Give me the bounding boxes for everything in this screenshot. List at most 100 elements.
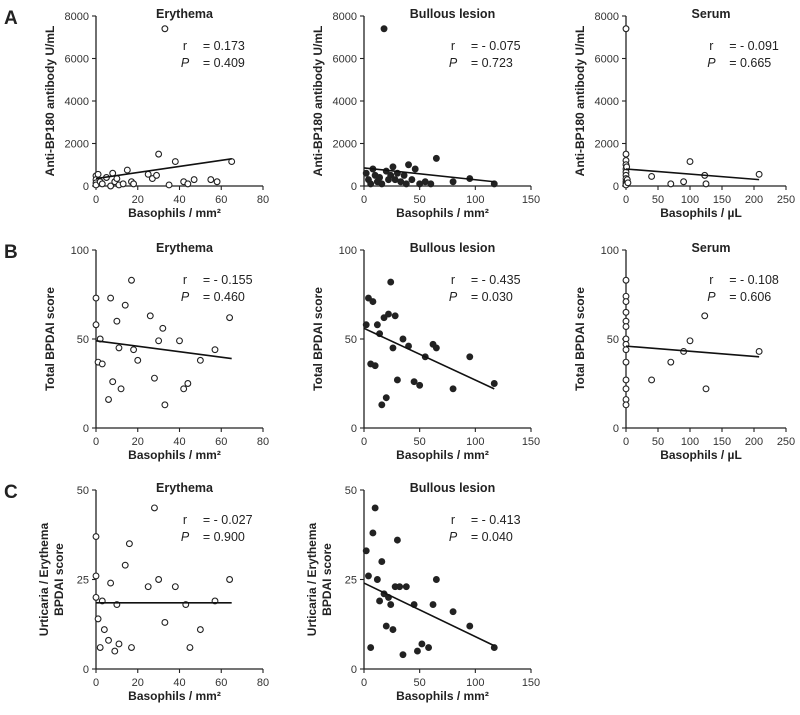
data-point: [117, 385, 125, 393]
regression-line: [95, 158, 232, 180]
x-tick-label: 0: [623, 436, 629, 448]
scatter-panel-6: 0 50 100 150 200 250 0 50 100 Serum Basophils / µL…: [573, 241, 795, 462]
panel-title: Erythema: [156, 241, 214, 255]
data-point: [111, 647, 119, 655]
data-point: [121, 301, 129, 309]
y-tick-label: 2000: [65, 139, 89, 151]
y-tick-label: 2000: [333, 139, 357, 151]
data-point: [98, 360, 106, 368]
data-point: [391, 312, 399, 320]
y-tick-label: 2000: [595, 139, 619, 151]
data-point: [92, 593, 100, 601]
data-point: [128, 644, 135, 651]
data-point: [622, 25, 630, 33]
data-point: [105, 396, 112, 403]
data-point: [387, 278, 395, 286]
data-point: [211, 346, 219, 354]
p-value: = 0.030: [471, 290, 513, 304]
data-point: [402, 583, 410, 591]
y-tick-label: 0: [613, 181, 619, 193]
data-point: [109, 378, 117, 386]
data-point: [702, 180, 710, 188]
data-point: [115, 344, 123, 352]
data-point: [373, 321, 381, 329]
data-point: [155, 150, 163, 158]
data-point: [98, 180, 106, 188]
data-point: [382, 622, 390, 630]
y-axis-label-line: Urticaria / Erythema: [305, 522, 319, 636]
r-value: = - 0.108: [729, 273, 779, 287]
y-tick-label: 25: [77, 575, 89, 587]
x-tick-label: 0: [361, 194, 367, 206]
data-point: [686, 158, 694, 166]
data-point: [373, 576, 381, 583]
data-point: [622, 298, 630, 306]
data-point: [371, 362, 379, 370]
data-point: [362, 547, 370, 555]
scatter-panel-5: 0 50 100 150 0 50 100 Bullous lesion Basophils /…: [311, 241, 540, 462]
data-point: [207, 176, 215, 184]
data-point: [228, 158, 236, 166]
p-label: P: [449, 530, 458, 544]
data-point: [121, 561, 129, 569]
y-axis-label-line: BPDAI score: [320, 543, 334, 616]
data-point: [171, 158, 179, 166]
data-point: [755, 348, 763, 355]
data-point: [151, 374, 158, 382]
x-tick-label: 0: [93, 194, 99, 206]
data-point: [184, 380, 192, 387]
y-axis-label: Anti-BP180 antibody U/mL: [311, 26, 325, 177]
x-tick-label: 60: [215, 194, 227, 206]
x-tick-label: 100: [466, 677, 484, 689]
p-label: P: [181, 56, 190, 70]
x-tick-label: 100: [466, 436, 484, 448]
x-tick-label: 150: [522, 194, 540, 206]
data-point: [399, 335, 407, 343]
y-axis-label: Total BPDAI score: [311, 287, 325, 391]
x-tick-label: 20: [132, 436, 144, 448]
data-point: [184, 180, 192, 188]
p-label: P: [707, 290, 716, 304]
data-point: [378, 558, 386, 566]
data-point: [701, 312, 709, 320]
data-point: [165, 181, 173, 189]
data-point: [362, 321, 370, 329]
data-point: [362, 169, 370, 177]
data-point: [466, 622, 474, 630]
x-tick-label: 50: [414, 677, 426, 689]
x-tick-label: 40: [173, 677, 185, 689]
data-point: [155, 576, 163, 583]
data-point: [686, 337, 694, 345]
x-tick-label: 0: [623, 194, 629, 206]
data-point: [196, 356, 204, 364]
x-axis-label: Basophils / mm²: [128, 206, 221, 220]
data-point: [125, 540, 133, 548]
p-value: = 0.723: [471, 56, 513, 70]
data-point: [123, 166, 131, 174]
data-point: [153, 171, 160, 179]
x-axis-label: Basophils / mm²: [128, 689, 221, 703]
y-tick-label: 50: [77, 334, 89, 346]
data-point: [130, 346, 138, 354]
data-point: [427, 180, 435, 188]
x-axis-label: Basophils / mm²: [396, 689, 489, 703]
data-point: [432, 576, 440, 583]
x-tick-label: 250: [777, 436, 795, 448]
data-point: [418, 640, 426, 648]
data-point: [402, 180, 410, 188]
data-point: [151, 504, 158, 512]
data-point: [416, 381, 424, 389]
data-point: [367, 180, 375, 188]
r-value: = - 0.435: [471, 273, 521, 287]
x-tick-label: 40: [173, 194, 185, 206]
data-point: [92, 533, 100, 540]
p-label: P: [449, 56, 458, 70]
data-point: [369, 529, 377, 537]
regression-line: [625, 168, 760, 181]
panel-title: Bullous lesion: [410, 241, 495, 255]
data-point: [115, 640, 123, 648]
data-point: [389, 626, 397, 634]
p-label: P: [181, 530, 190, 544]
x-tick-label: 150: [713, 194, 731, 206]
data-point: [389, 163, 397, 171]
